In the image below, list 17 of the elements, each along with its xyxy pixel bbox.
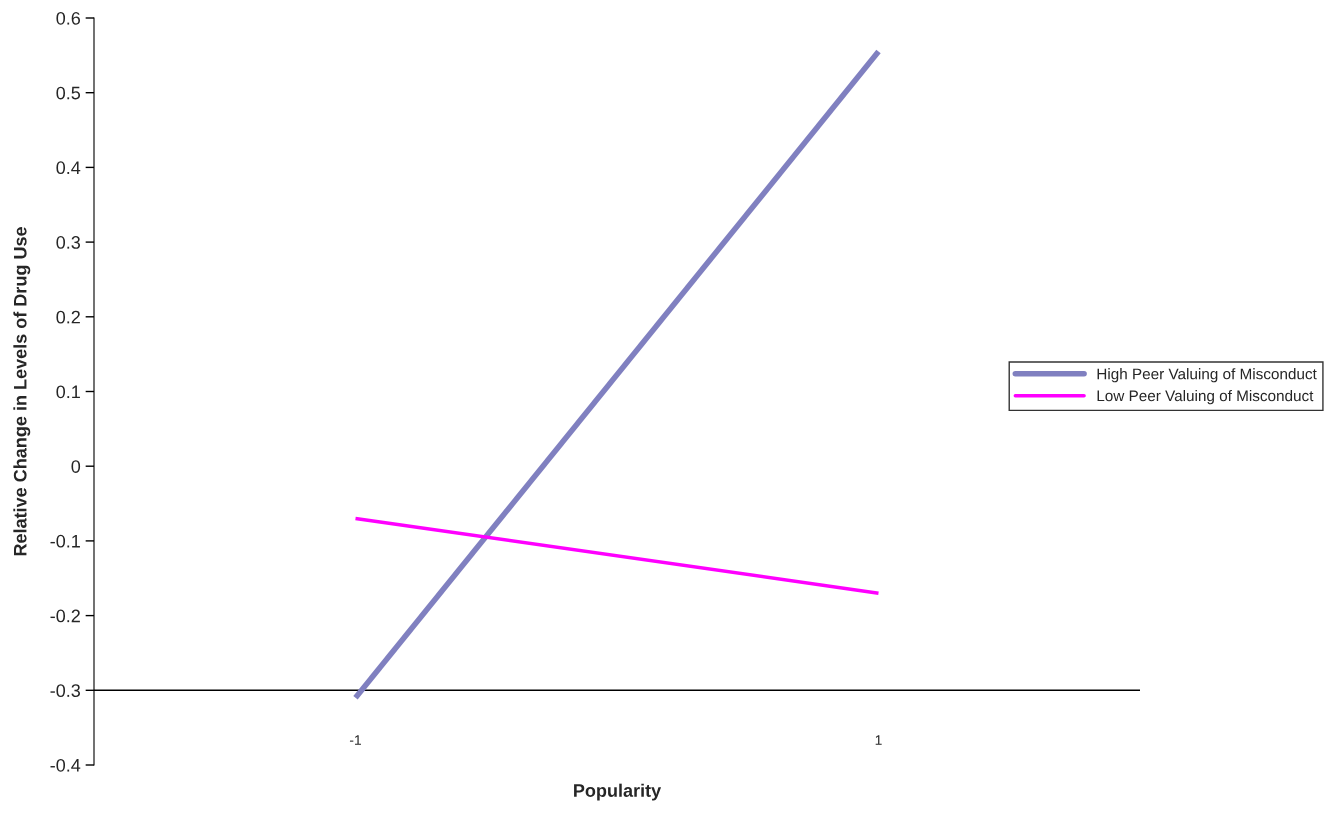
y-axis-title: Relative Change in Levels of Drug Use (13, 227, 31, 556)
y-tick-label: 0.5 (56, 86, 81, 100)
legend-label: High Peer Valuing of Misconduct (1097, 368, 1317, 383)
y-tick-label: 0.3 (56, 236, 81, 249)
y-tick-label: -0.4 (50, 758, 81, 772)
legend-label: Low Peer Valuing of Misconduct (1097, 389, 1314, 405)
y-tick-label: 0.6 (56, 11, 81, 25)
y-tick-label: -0.1 (50, 534, 80, 548)
y-tick-label: 0.2 (56, 310, 80, 324)
x-tick-label: -1 (349, 735, 361, 745)
y-tick-label: 0 (71, 460, 81, 473)
x-axis-title: Popularity (574, 783, 662, 801)
y-tick-label: 0.4 (56, 161, 81, 175)
x-tick-label: 1 (875, 735, 882, 745)
y-tick-label: -0.2 (50, 609, 80, 623)
y-tick-label: -0.3 (50, 684, 81, 698)
y-tick-label: 0.1 (56, 385, 80, 399)
